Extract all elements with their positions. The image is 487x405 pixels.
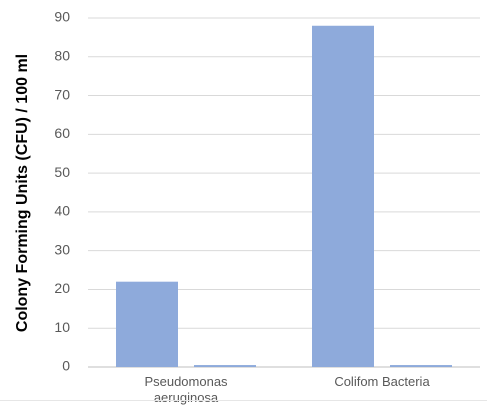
x-tick-label-line: aeruginosa	[154, 390, 219, 405]
bar-series2-coliform	[390, 365, 452, 367]
y-tick-label: 80	[54, 47, 70, 63]
y-tick-label: 70	[54, 86, 70, 102]
x-tick-label: Colifom Bacteria	[334, 374, 430, 389]
bar-series2-pseudomonas	[194, 365, 256, 367]
y-tick-label: 50	[54, 164, 70, 180]
y-axis-ticks: 0 10 20 30 40 50 60 70 80 90	[54, 9, 70, 374]
y-tick-label: 30	[54, 241, 70, 257]
y-tick-label: 60	[54, 125, 70, 141]
x-tick-label-line: Pseudomonas	[144, 374, 228, 389]
y-tick-label: 90	[54, 9, 70, 25]
y-tick-label: 0	[62, 358, 70, 374]
bar-series1-pseudomonas	[116, 281, 178, 367]
y-tick-label: 20	[54, 280, 70, 296]
bar-series1-coliform	[312, 25, 374, 368]
y-tick-label: 10	[54, 319, 70, 335]
y-tick-label: 40	[54, 203, 70, 219]
bottom-divider	[0, 400, 487, 401]
x-tick-label-line: Colifom Bacteria	[334, 374, 430, 389]
y-axis-title: Colony Forming Units (CFU) / 100 ml	[14, 54, 31, 332]
x-axis-ticks: Pseudomonas aeruginosa Colifom Bacteria	[144, 374, 430, 405]
bars	[116, 25, 452, 368]
x-tick-label: Pseudomonas aeruginosa	[144, 374, 228, 405]
